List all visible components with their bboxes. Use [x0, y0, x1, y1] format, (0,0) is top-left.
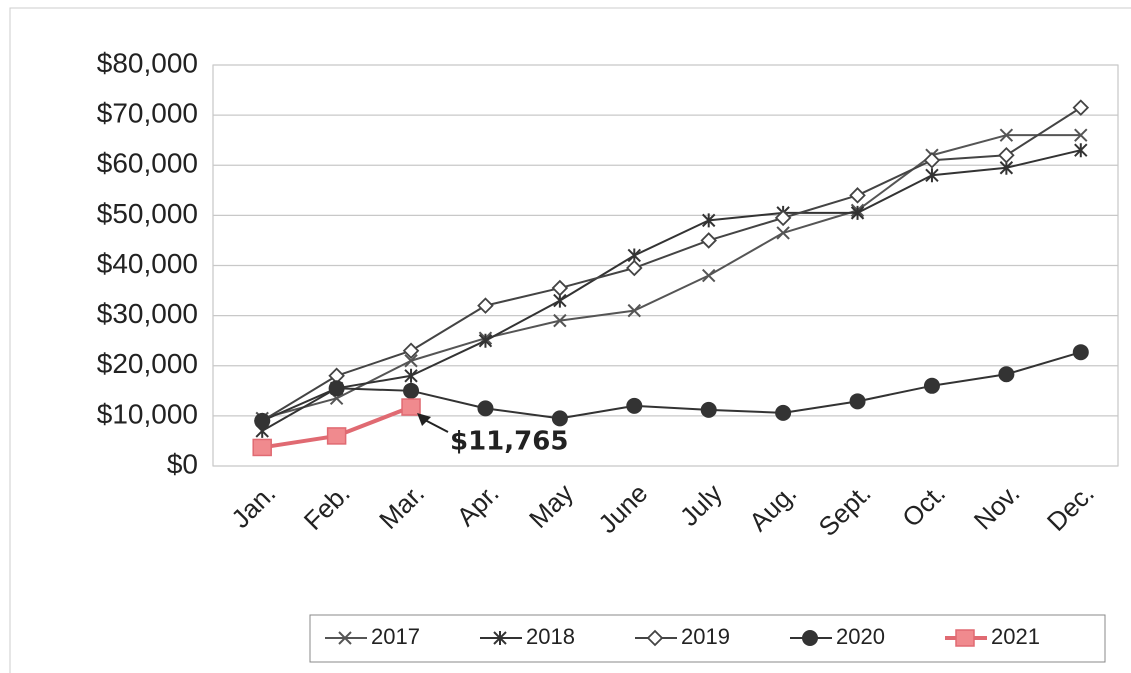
marker	[850, 205, 865, 220]
marker	[493, 631, 507, 645]
marker	[774, 209, 792, 227]
x-tick-label: Mar.	[373, 478, 430, 535]
marker	[1074, 128, 1088, 142]
legend-label: 2020	[836, 624, 885, 649]
marker	[700, 232, 717, 249]
marker	[802, 630, 818, 646]
legend-box	[309, 614, 1106, 663]
marker	[326, 427, 347, 445]
marker	[955, 629, 975, 647]
x-tick-label: July	[674, 478, 728, 532]
marker	[401, 398, 421, 416]
x-tick-label: Oct.	[896, 478, 951, 533]
marker	[626, 397, 643, 414]
marker	[1072, 99, 1090, 116]
y-tick-label: $20,000	[97, 348, 198, 379]
marker	[849, 393, 866, 410]
marker	[1074, 143, 1088, 158]
marker	[551, 410, 568, 427]
marker	[702, 268, 716, 283]
x-tick-label: Jan.	[225, 478, 281, 534]
marker	[923, 377, 940, 394]
legend-label: 2018	[526, 624, 575, 649]
marker	[252, 438, 272, 457]
marker	[999, 128, 1014, 142]
annotation: $11,765	[450, 427, 568, 457]
marker	[553, 313, 567, 328]
legend-label: 2021	[991, 624, 1040, 649]
marker	[925, 168, 939, 183]
marker	[478, 333, 493, 348]
y-tick-label: $40,000	[97, 248, 198, 279]
x-tick-label: Sept.	[812, 478, 876, 542]
x-tick-label: Apr.	[451, 478, 505, 532]
marker	[998, 366, 1015, 383]
marker	[338, 631, 352, 645]
marker	[403, 382, 420, 399]
annotation-arrow	[422, 418, 449, 433]
marker	[402, 342, 420, 359]
y-tick-label: $80,000	[97, 47, 198, 78]
x-tick-label: Dec.	[1041, 478, 1100, 537]
marker	[998, 146, 1015, 164]
legend-label: 2017	[371, 624, 420, 649]
marker	[477, 297, 494, 314]
marker	[477, 400, 494, 417]
frame	[9, 7, 1131, 673]
series-line	[261, 149, 1082, 432]
marker	[1072, 344, 1089, 361]
series-line	[261, 351, 1082, 422]
marker	[254, 412, 271, 429]
marker	[775, 404, 792, 421]
x-tick-label: Aug.	[743, 478, 802, 537]
marker	[776, 226, 790, 240]
marker	[404, 368, 418, 383]
marker	[923, 151, 941, 169]
y-tick-label: $50,000	[97, 198, 198, 229]
arrow-head	[417, 413, 432, 427]
series-line	[261, 106, 1082, 422]
marker	[849, 187, 866, 204]
x-tick-label: Nov.	[968, 478, 1026, 536]
x-tick-label: May	[523, 478, 579, 534]
y-tick-label: $70,000	[97, 98, 198, 129]
marker	[646, 629, 664, 647]
y-tick-label: $60,000	[97, 148, 198, 179]
marker	[702, 213, 716, 228]
y-tick-label: $30,000	[97, 298, 198, 329]
marker	[404, 354, 418, 368]
series-line	[261, 134, 1081, 420]
legend-label: 2019	[681, 624, 730, 649]
y-tick-label: $10,000	[97, 398, 198, 429]
marker	[551, 279, 569, 297]
y-tick-label: $0	[167, 448, 198, 479]
marker	[627, 303, 641, 318]
marker	[328, 380, 345, 397]
x-tick-label: June	[592, 478, 653, 539]
marker	[626, 259, 643, 277]
x-tick-label: Feb.	[298, 478, 356, 536]
marker	[700, 401, 717, 418]
